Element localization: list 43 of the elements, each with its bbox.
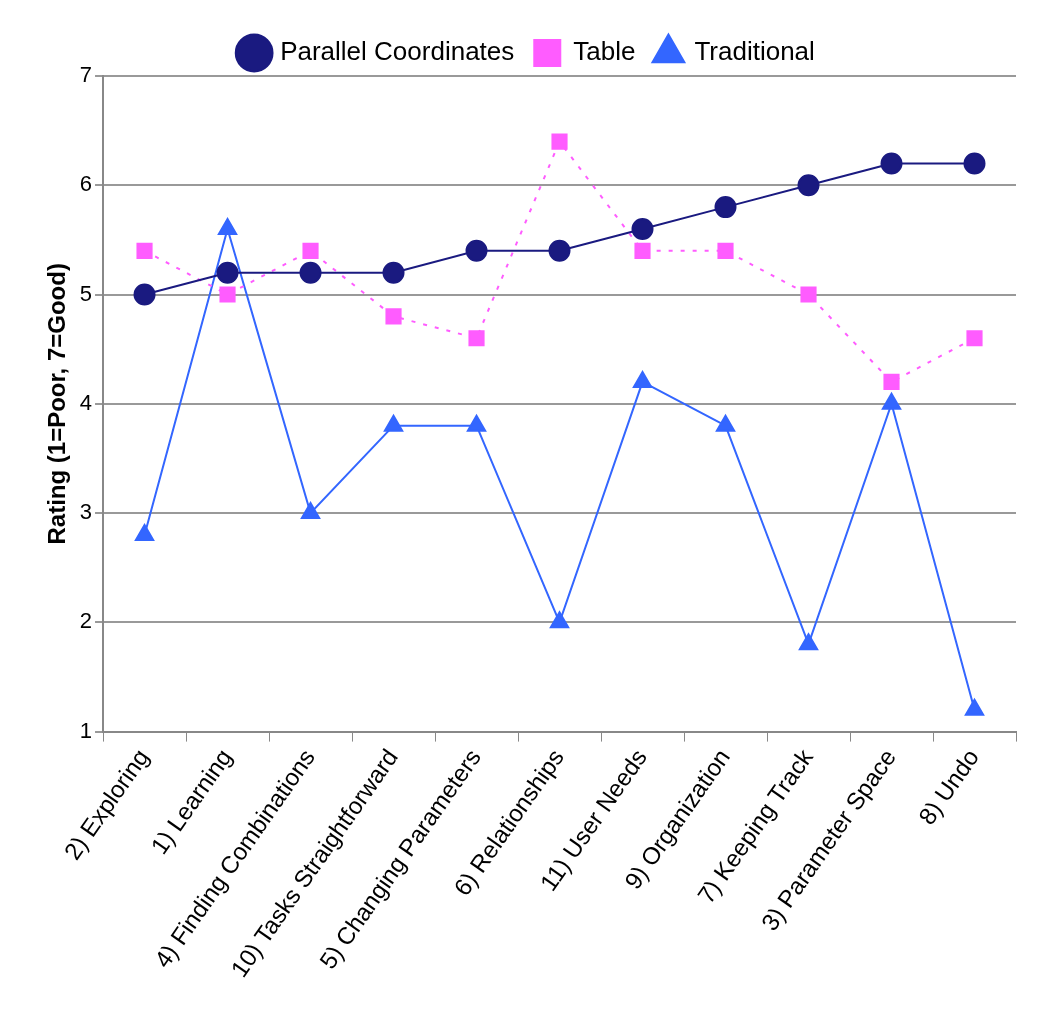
point	[299, 261, 322, 284]
point	[382, 261, 405, 284]
y-tick-label: 5	[79, 280, 93, 306]
point	[883, 373, 900, 391]
y-tick-label: 2	[79, 608, 93, 634]
point	[964, 698, 985, 716]
y-tick-label: 3	[79, 499, 93, 525]
point	[631, 217, 654, 240]
point	[549, 611, 570, 629]
point	[632, 370, 653, 388]
point	[966, 330, 983, 347]
point	[385, 308, 402, 325]
point	[548, 239, 571, 262]
point	[715, 414, 736, 432]
point	[136, 242, 153, 259]
point	[302, 242, 319, 259]
point	[797, 174, 820, 197]
point	[634, 242, 651, 259]
point	[383, 414, 404, 432]
point	[880, 152, 903, 175]
point	[551, 133, 568, 150]
legend-label: Traditional	[694, 36, 815, 67]
y-tick-label: 1	[79, 717, 93, 743]
y-axis-title: Rating (1=Poor, 7=Good)	[43, 263, 71, 545]
point	[466, 414, 487, 432]
point	[300, 502, 321, 520]
y-tick-label: 4	[79, 389, 93, 415]
point	[714, 196, 737, 219]
legend-label: Parallel Coordinates	[280, 36, 515, 67]
y-tick-label: 7	[79, 62, 93, 88]
point	[717, 242, 734, 259]
point	[465, 239, 488, 262]
y-tick-label: 6	[79, 171, 93, 197]
point	[134, 523, 155, 541]
point	[468, 330, 485, 347]
point	[133, 283, 156, 306]
point	[216, 261, 239, 284]
legend-label: Table	[573, 36, 636, 67]
point	[798, 633, 819, 651]
point	[219, 286, 236, 303]
point	[881, 392, 902, 410]
point	[963, 152, 986, 175]
point	[800, 286, 817, 303]
